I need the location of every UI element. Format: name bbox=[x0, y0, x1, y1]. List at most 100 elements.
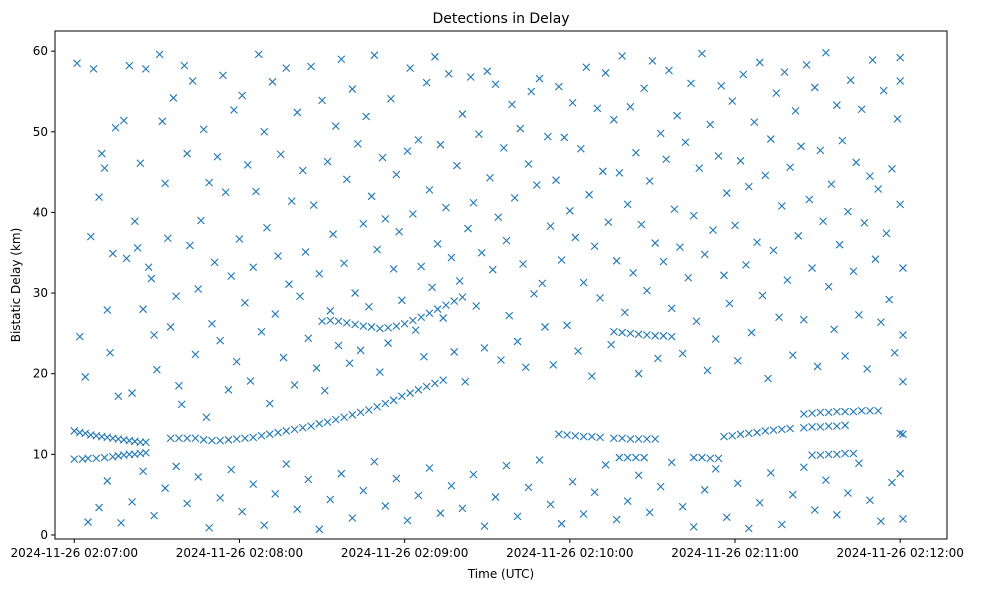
detection-marker bbox=[604, 218, 613, 226]
detection-marker bbox=[130, 217, 139, 226]
detection-marker bbox=[799, 463, 808, 472]
detection-marker bbox=[246, 377, 255, 385]
detection-marker bbox=[623, 453, 632, 462]
detection-marker bbox=[488, 265, 497, 274]
detection-marker bbox=[753, 428, 761, 437]
detection-marker bbox=[678, 349, 687, 358]
detection-marker bbox=[632, 453, 640, 462]
detection-marker bbox=[208, 436, 216, 445]
detection-marker bbox=[466, 73, 475, 81]
detection-marker bbox=[84, 518, 92, 526]
detection-marker bbox=[532, 181, 541, 189]
detection-marker bbox=[370, 51, 379, 60]
detection-marker bbox=[318, 96, 326, 105]
detection-marker bbox=[290, 425, 299, 434]
detection-marker bbox=[711, 464, 720, 473]
detection-marker bbox=[568, 477, 577, 486]
detection-marker bbox=[469, 198, 478, 207]
detection-marker bbox=[84, 454, 92, 463]
detection-marker bbox=[706, 120, 715, 129]
detection-marker bbox=[557, 519, 566, 528]
detection-marker bbox=[816, 146, 825, 155]
detection-marker bbox=[896, 469, 905, 478]
detection-marker bbox=[656, 482, 665, 491]
detection-marker bbox=[381, 214, 390, 223]
detection-marker bbox=[285, 280, 293, 289]
detection-marker bbox=[345, 359, 354, 368]
detection-marker bbox=[172, 462, 181, 471]
detection-marker bbox=[103, 477, 112, 485]
detection-marker bbox=[841, 352, 850, 360]
detection-marker bbox=[816, 451, 825, 460]
detection-marker bbox=[505, 311, 514, 320]
detection-marker bbox=[367, 323, 376, 331]
detection-marker bbox=[521, 363, 530, 372]
detection-marker bbox=[307, 62, 315, 71]
detection-marker bbox=[274, 428, 282, 437]
x-tick-label: 2024-11-26 02:10:00 bbox=[506, 546, 633, 560]
detection-marker bbox=[731, 221, 739, 230]
detection-marker bbox=[351, 289, 359, 297]
detection-marker bbox=[254, 50, 263, 59]
plot-frame bbox=[54, 30, 948, 540]
detection-marker bbox=[282, 460, 291, 468]
detection-marker bbox=[725, 299, 734, 308]
detection-marker bbox=[458, 504, 467, 513]
detection-marker bbox=[216, 436, 225, 445]
detection-marker bbox=[180, 61, 189, 70]
detection-marker bbox=[612, 515, 621, 524]
detection-marker bbox=[106, 348, 114, 357]
detection-marker bbox=[689, 523, 698, 531]
detection-marker bbox=[257, 327, 266, 336]
detection-marker bbox=[375, 324, 384, 333]
detection-marker bbox=[866, 406, 874, 415]
detection-marker bbox=[681, 138, 690, 147]
x-tick-label: 2024-11-26 02:07:00 bbox=[11, 546, 138, 560]
detection-marker bbox=[188, 77, 197, 85]
detection-marker bbox=[331, 415, 340, 424]
detection-marker bbox=[442, 203, 450, 212]
detection-marker bbox=[100, 164, 109, 172]
detection-marker bbox=[799, 410, 808, 418]
x-axis-label: Time (UTC) bbox=[467, 567, 534, 581]
detection-marker bbox=[472, 302, 481, 310]
detection-marker bbox=[733, 479, 742, 488]
detection-marker bbox=[359, 322, 368, 331]
detection-marker bbox=[855, 310, 863, 319]
detection-marker bbox=[676, 243, 684, 251]
detection-marker bbox=[899, 377, 907, 386]
detection-marker bbox=[139, 467, 147, 476]
detection-marker bbox=[860, 219, 869, 227]
detection-marker bbox=[351, 320, 359, 329]
detection-marker bbox=[315, 269, 324, 278]
detection-marker bbox=[398, 392, 406, 401]
detection-marker bbox=[667, 458, 676, 467]
detection-marker bbox=[119, 116, 128, 125]
detection-marker bbox=[615, 453, 624, 462]
detection-marker bbox=[406, 64, 415, 72]
detection-marker bbox=[852, 158, 861, 167]
detection-marker bbox=[808, 451, 816, 460]
detection-marker bbox=[469, 470, 478, 479]
detection-marker bbox=[183, 434, 192, 443]
detection-marker bbox=[205, 523, 214, 532]
detection-marker bbox=[877, 517, 885, 526]
detection-marker bbox=[609, 327, 618, 336]
detection-marker bbox=[230, 106, 238, 114]
detection-marker bbox=[169, 94, 178, 102]
detection-marker bbox=[714, 454, 723, 463]
detection-marker bbox=[81, 373, 90, 381]
detection-marker bbox=[199, 125, 208, 134]
detection-marker bbox=[695, 164, 704, 172]
x-tick-label: 2024-11-26 02:09:00 bbox=[341, 546, 468, 560]
detection-marker bbox=[574, 347, 582, 356]
detection-marker bbox=[128, 389, 136, 397]
detection-marker bbox=[703, 366, 712, 375]
detection-marker bbox=[651, 435, 660, 443]
detection-marker bbox=[742, 260, 750, 269]
detection-marker bbox=[323, 418, 332, 426]
detection-marker bbox=[590, 242, 599, 251]
detection-marker bbox=[797, 142, 805, 151]
detection-marker bbox=[654, 354, 662, 363]
